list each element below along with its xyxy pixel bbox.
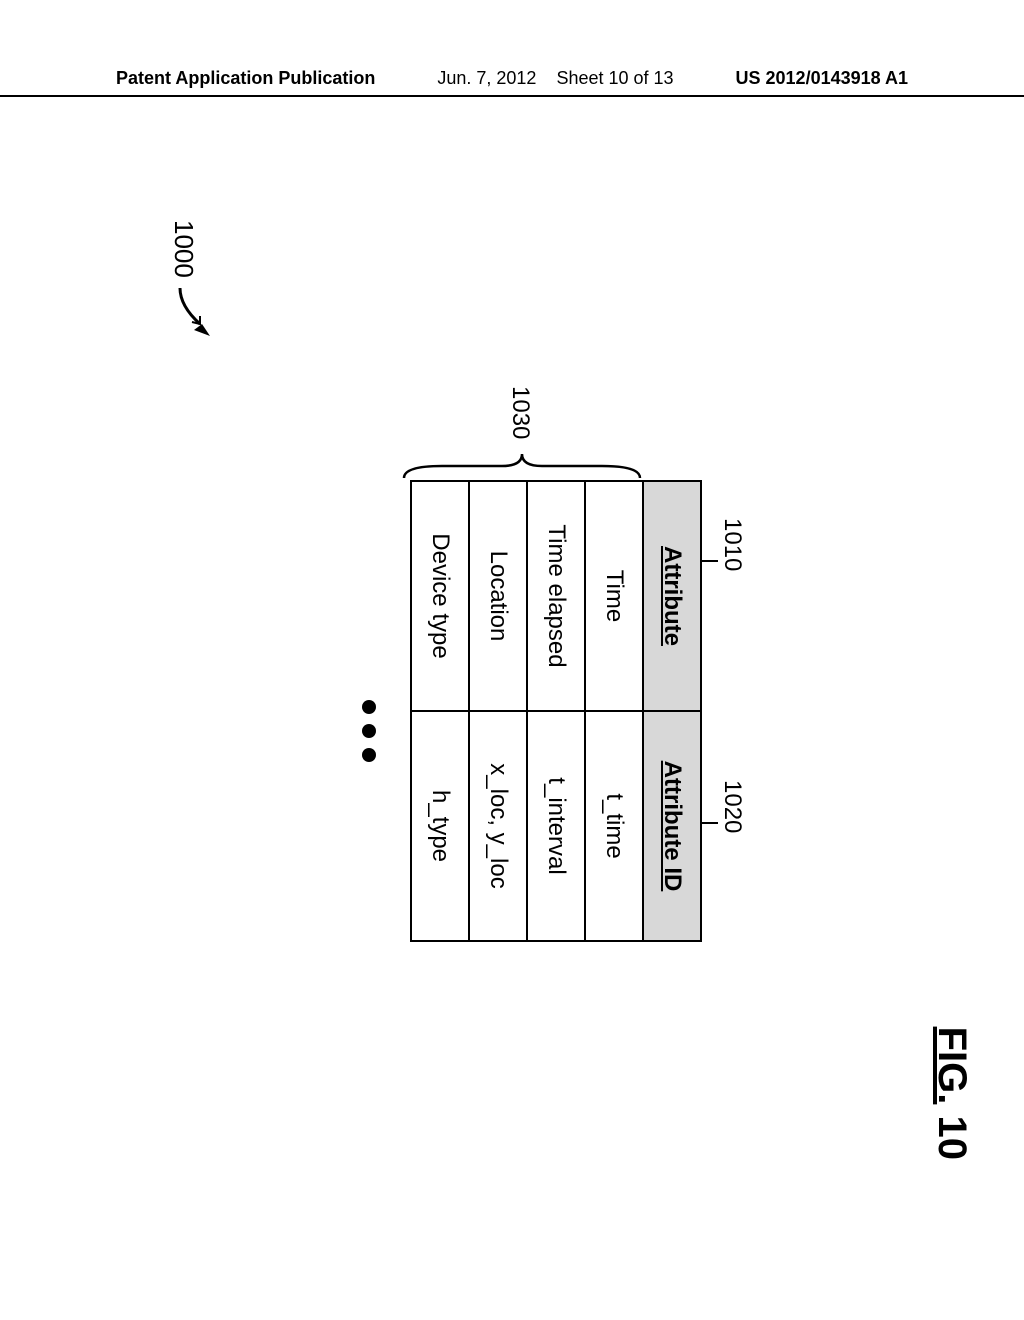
figure-title: FIG. 10 (929, 1027, 974, 1160)
cell-attribute-id: x_loc, y_loc (469, 711, 527, 941)
cell-attribute: Location (469, 481, 527, 711)
ref-1030: 1030 (506, 386, 534, 439)
col-attribute-header: Attribute (643, 481, 701, 711)
table-row: Time t_time (585, 481, 643, 941)
lead-line-1010 (702, 560, 718, 562)
cell-attribute: Time elapsed (527, 481, 585, 711)
cell-attribute-id: t_interval (527, 711, 585, 941)
ref-1020: 1020 (718, 780, 746, 833)
page-header: Patent Application Publication Jun. 7, 2… (0, 68, 1024, 97)
brace-1030-icon (402, 452, 642, 480)
ref-1010: 1010 (718, 518, 746, 571)
attribute-table: Attribute Attribute ID Time t_time Time … (410, 480, 702, 942)
landscape-canvas: FIG. 10 1000 1010 1020 Attribute A (0, 100, 1024, 1320)
header-center: Jun. 7, 2012 Sheet 10 of 13 (437, 68, 673, 89)
ellipsis-dots (362, 700, 376, 762)
figure-title-prefix: FIG. (930, 1027, 974, 1105)
cell-attribute: Device type (411, 481, 469, 711)
page: Patent Application Publication Jun. 7, 2… (0, 0, 1024, 1320)
cell-attribute-id: t_time (585, 711, 643, 941)
ref-1000: 1000 (168, 220, 199, 278)
lead-line-1020 (702, 822, 718, 824)
publication-date: Jun. 7, 2012 (437, 68, 536, 88)
table-row: Location x_loc, y_loc (469, 481, 527, 941)
table-header-row: Attribute Attribute ID (643, 481, 701, 941)
publication-label: Patent Application Publication (116, 68, 375, 89)
dot-icon (362, 700, 376, 714)
col-attribute-id-header: Attribute ID (643, 711, 701, 941)
dot-icon (362, 748, 376, 762)
sheet-number: Sheet 10 of 13 (556, 68, 673, 88)
table-row: Device type h_type (411, 481, 469, 941)
arrow-1000-icon (174, 286, 210, 346)
table-row: Time elapsed t_interval (527, 481, 585, 941)
dot-icon (362, 724, 376, 738)
figure-title-number: 10 (930, 1116, 974, 1161)
publication-number: US 2012/0143918 A1 (736, 68, 908, 89)
cell-attribute: Time (585, 481, 643, 711)
cell-attribute-id: h_type (411, 711, 469, 941)
figure-area: FIG. 10 1000 1010 1020 Attribute A (0, 100, 1024, 1320)
